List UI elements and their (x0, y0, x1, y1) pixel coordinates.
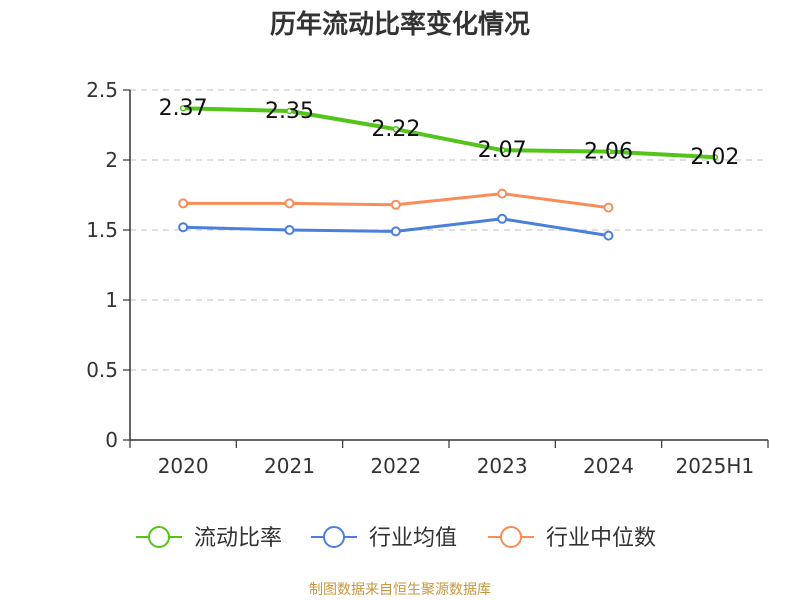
data-point[interactable] (498, 146, 506, 154)
data-label: 2.02 (690, 145, 739, 170)
y-tick-label: 0.5 (86, 358, 118, 382)
data-label: 2.35 (265, 99, 314, 124)
data-label: 2.37 (159, 96, 208, 121)
data-point[interactable] (390, 226, 401, 237)
y-tick-label: 0 (105, 428, 118, 452)
x-tick-label: 2025H1 (675, 454, 754, 478)
y-tick-label: 1 (105, 288, 118, 312)
legend-item-0[interactable]: 流动比率 (136, 526, 282, 551)
data-point[interactable] (497, 213, 508, 224)
legend-marker (500, 526, 522, 548)
legend-label: 行业均值 (369, 526, 457, 551)
series-line-0 (181, 106, 717, 160)
data-label: 2.07 (478, 138, 527, 163)
data-point[interactable] (179, 104, 187, 112)
data-point[interactable] (392, 125, 400, 133)
x-tick-label: 2023 (477, 454, 528, 478)
legend-marker (148, 526, 170, 548)
data-point[interactable] (497, 188, 508, 199)
legend[interactable]: 流动比率 行业均值 行业中位数 (136, 526, 656, 551)
data-point[interactable] (284, 225, 295, 235)
data-labels: 2.37 2.35 2.22 2.07 2.06 2.02 (159, 96, 740, 170)
legend-marker (323, 526, 345, 548)
data-point[interactable] (178, 222, 189, 233)
data-point[interactable] (284, 198, 295, 209)
y-tick-label: 2.5 (86, 78, 118, 102)
axes: 0 0.5 1 1.5 2 2.5 2020 2021 2022 2023 2024 2025H1 (86, 78, 769, 478)
data-label: 2.06 (584, 140, 633, 165)
x-tick-label: 2021 (264, 454, 315, 478)
legend-label: 行业中位数 (546, 526, 656, 551)
x-tick-label: 2022 (370, 454, 421, 478)
series (178, 104, 719, 241)
chart-title: 历年流动比率变化情况 (270, 9, 530, 40)
x-tick-label: 2020 (158, 454, 209, 478)
grid (130, 89, 768, 371)
data-point[interactable] (286, 107, 293, 115)
y-tick-label: 2 (105, 148, 118, 172)
data-point[interactable] (711, 153, 719, 161)
data-point[interactable] (603, 202, 614, 213)
data-point[interactable] (178, 198, 189, 209)
source-footer: 制图数据来自恒生聚源数据库 (309, 582, 491, 598)
data-point[interactable] (603, 230, 614, 241)
legend-label: 流动比率 (194, 526, 282, 551)
legend-item-2[interactable]: 行业中位数 (488, 526, 656, 551)
data-label: 2.22 (371, 117, 420, 142)
y-tick-label: 1.5 (86, 218, 118, 242)
data-point[interactable] (605, 148, 612, 155)
x-tick-label: 2024 (583, 454, 634, 478)
data-point[interactable] (390, 199, 401, 210)
legend-item-1[interactable]: 行业均值 (311, 526, 457, 551)
